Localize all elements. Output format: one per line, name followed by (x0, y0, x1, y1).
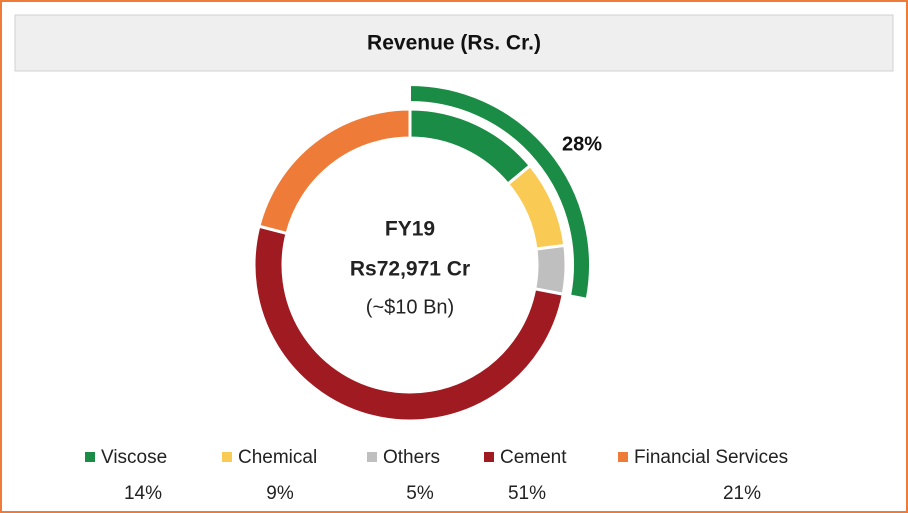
center-label: (~$10 Bn) (366, 296, 454, 318)
legend-marker (222, 452, 232, 462)
legend-label: Financial Services (634, 447, 788, 468)
legend-value: 5% (406, 483, 434, 504)
legend-label: Cement (500, 447, 567, 468)
chart-title: Revenue (Rs. Cr.) (367, 32, 541, 55)
legend-value: 21% (723, 483, 761, 504)
legend-value: 14% (124, 483, 162, 504)
center-label: FY19 (385, 218, 435, 241)
center-label: Rs72,971 Cr (350, 258, 470, 281)
legend-marker (484, 452, 494, 462)
donut-segment (252, 224, 565, 423)
donut-segment (532, 243, 568, 296)
legend-marker (618, 452, 628, 462)
legend-label: Others (383, 447, 440, 468)
legend-value: 9% (266, 483, 294, 504)
legend-value: 51% (508, 483, 546, 504)
legend-marker (85, 452, 95, 462)
legend-label: Chemical (238, 447, 317, 468)
arc-label: 28% (562, 133, 602, 155)
title-box (14, 14, 894, 72)
outer-arc (409, 83, 591, 300)
donut-segment (257, 107, 412, 236)
legend-marker (367, 452, 377, 462)
legend-label: Viscose (101, 447, 167, 468)
